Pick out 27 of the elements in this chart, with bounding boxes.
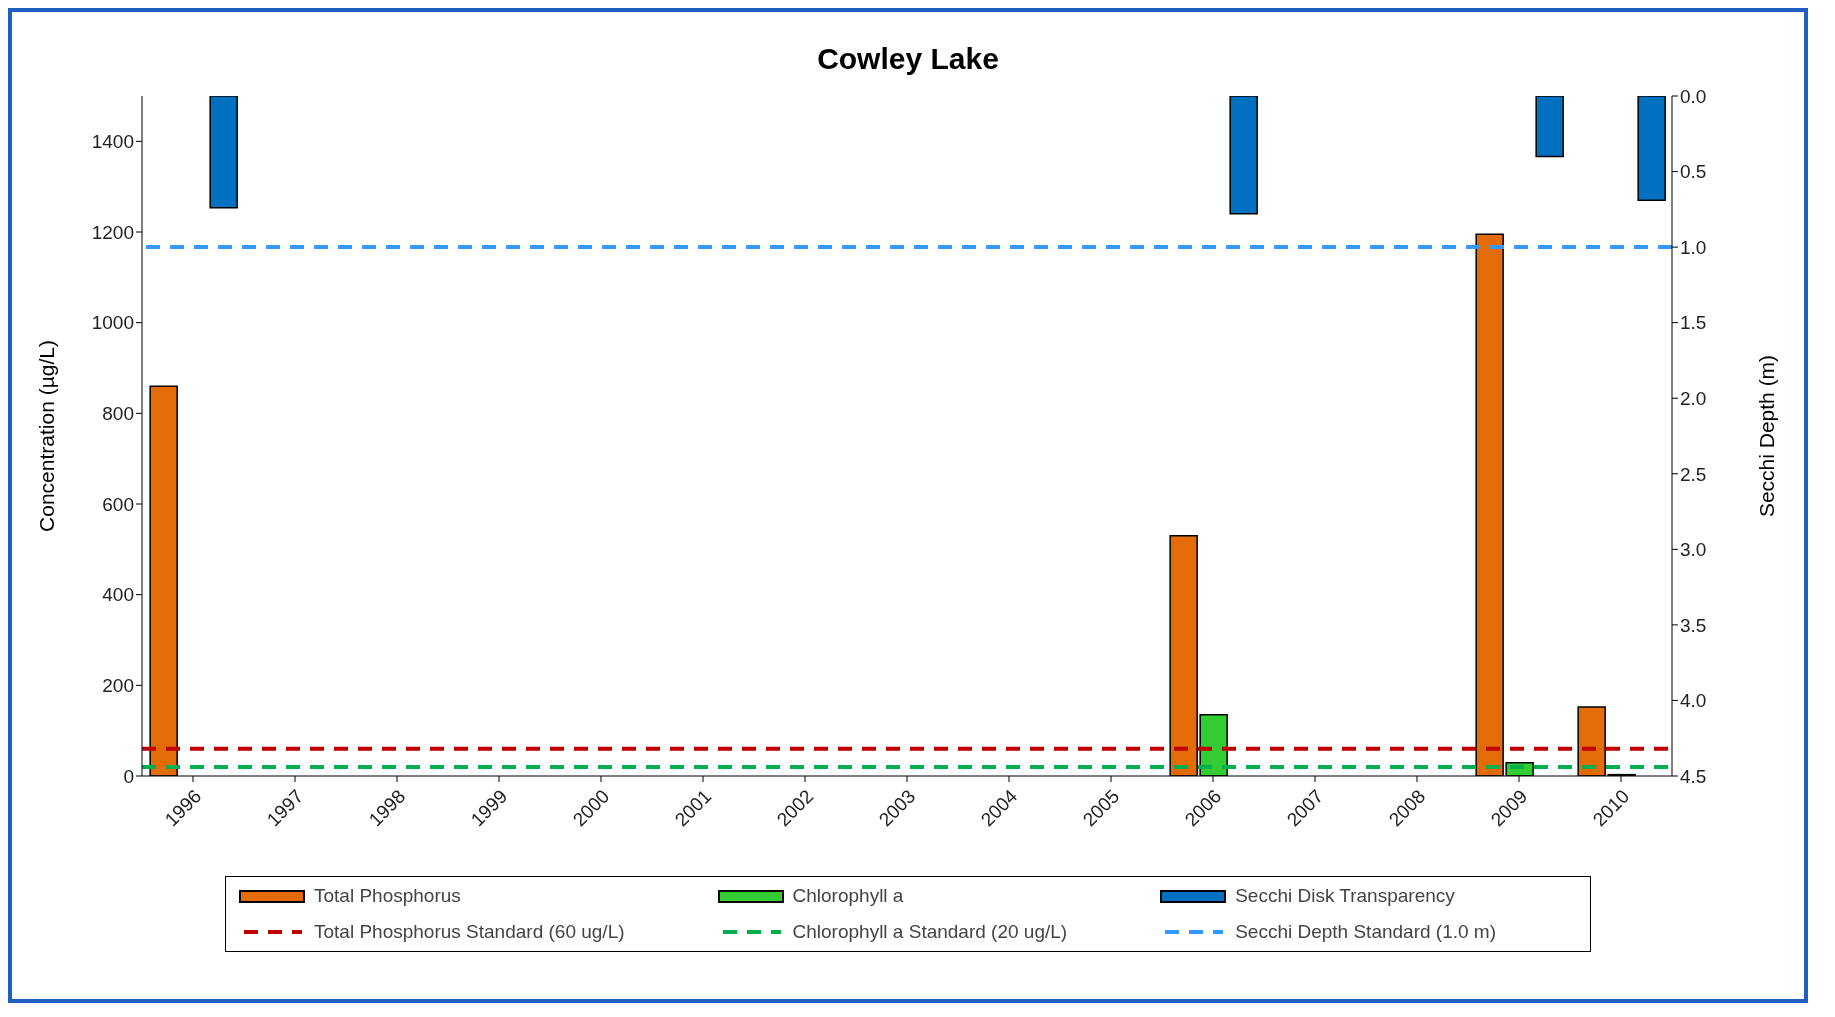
legend-label: Secchi Depth Standard (1.0 m) [1235,921,1496,943]
y-tick-label: 200 [102,675,134,697]
y-tick-label: 1000 [91,312,134,334]
y2-tick-label: 1.0 [1680,236,1707,258]
y-tick-label: 600 [102,493,134,515]
y2-tick-label: 4.0 [1680,690,1707,712]
legend-label: Total Phosphorus [314,885,461,907]
y-tick-label: 0 [123,765,134,787]
y2-axis-title: Secchi Depth (m) [1755,354,1779,518]
legend-label: Chlorophyll a Standard (20 ug/L) [792,921,1068,943]
y-tick-label: 400 [102,584,134,606]
legend-label: Chlorophyll a [792,885,904,907]
y2-tick-label: 4.5 [1680,765,1707,787]
y-tick-label: 1200 [91,221,134,243]
legend-label: Secchi Disk Transparency [1235,885,1455,907]
y2-tick-label: 2.0 [1680,387,1707,409]
y2-tick-label: 2.5 [1680,463,1707,485]
chart-title: Cowley Lake [816,42,1000,76]
y-tick-label: 1400 [91,131,134,153]
legend-label: Total Phosphorus Standard (60 ug/L) [314,921,625,943]
y2-tick-label: 0.5 [1680,161,1707,183]
y2-tick-label: 3.5 [1680,614,1707,636]
y2-tick-label: 0.0 [1680,85,1707,107]
y-tick-label: 800 [102,403,134,425]
y2-tick-label: 1.5 [1680,312,1707,334]
y2-tick-label: 3.0 [1680,539,1707,561]
y-axis-title: Concentration (µg/L) [35,340,59,532]
